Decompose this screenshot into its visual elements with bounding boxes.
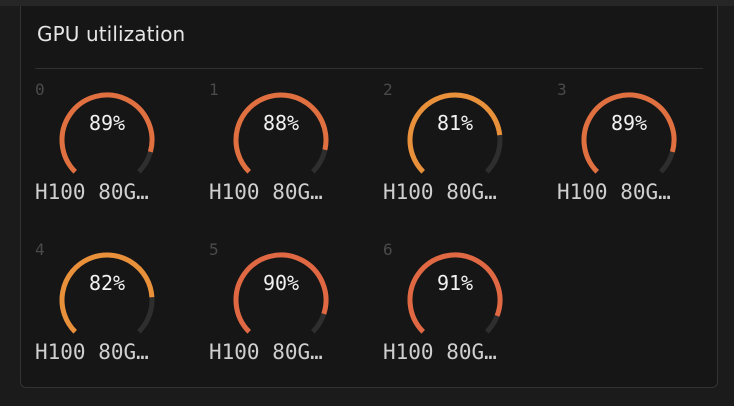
gpu-name: H100 80G… <box>557 180 671 204</box>
gpu-utilization-label: 81% <box>436 111 474 135</box>
gpu-utilization-label: 90% <box>262 271 300 295</box>
gpu-utilization-label: 88% <box>262 111 300 135</box>
divider <box>35 68 703 69</box>
gauge-value-arc <box>233 252 329 334</box>
gpu-utilization-panel: GPU utilization 0 89% H100 80G… 1 88% H1… <box>20 6 718 388</box>
gpu-utilization-label: 91% <box>436 271 474 295</box>
gpu-name: H100 80G… <box>383 340 497 364</box>
gpu-gauge <box>407 252 503 334</box>
gauge-value-arc <box>407 252 503 334</box>
gauge-value-arc <box>581 92 677 174</box>
gpu-card-5: 5 90% H100 80G… <box>209 240 369 370</box>
gpu-name: H100 80G… <box>35 340 149 364</box>
gpu-card-0: 0 89% H100 80G… <box>35 80 195 210</box>
gpu-card-3: 3 89% H100 80G… <box>557 80 717 210</box>
gauge-value-arc <box>59 252 155 334</box>
gpu-index: 4 <box>35 240 45 259</box>
gauge-value-arc <box>407 92 503 174</box>
gpu-gauge <box>581 92 677 174</box>
panel-title: GPU utilization <box>37 22 186 46</box>
gpu-card-4: 4 82% H100 80G… <box>35 240 195 370</box>
gpu-gauge <box>233 92 329 174</box>
gauge-value-arc <box>233 92 329 174</box>
top-bar <box>0 0 734 6</box>
gauge-value-arc <box>59 92 155 174</box>
gpu-name: H100 80G… <box>35 180 149 204</box>
gpu-name: H100 80G… <box>209 340 323 364</box>
gpu-index: 3 <box>557 80 567 99</box>
gpu-gauge <box>59 252 155 334</box>
gpu-gauge <box>407 92 503 174</box>
gpu-gauge <box>59 92 155 174</box>
gpu-index: 5 <box>209 240 219 259</box>
gpu-gauge <box>233 252 329 334</box>
gpu-utilization-label: 89% <box>88 111 126 135</box>
gpu-index: 1 <box>209 80 219 99</box>
gpu-card-1: 1 88% H100 80G… <box>209 80 369 210</box>
gpu-card-6: 6 91% H100 80G… <box>383 240 543 370</box>
gpu-card-2: 2 81% H100 80G… <box>383 80 543 210</box>
gpu-index: 0 <box>35 80 45 99</box>
gpu-utilization-label: 89% <box>610 111 648 135</box>
gpu-index: 2 <box>383 80 393 99</box>
gpu-index: 6 <box>383 240 393 259</box>
gpu-name: H100 80G… <box>209 180 323 204</box>
gpu-utilization-label: 82% <box>88 271 126 295</box>
gpu-name: H100 80G… <box>383 180 497 204</box>
